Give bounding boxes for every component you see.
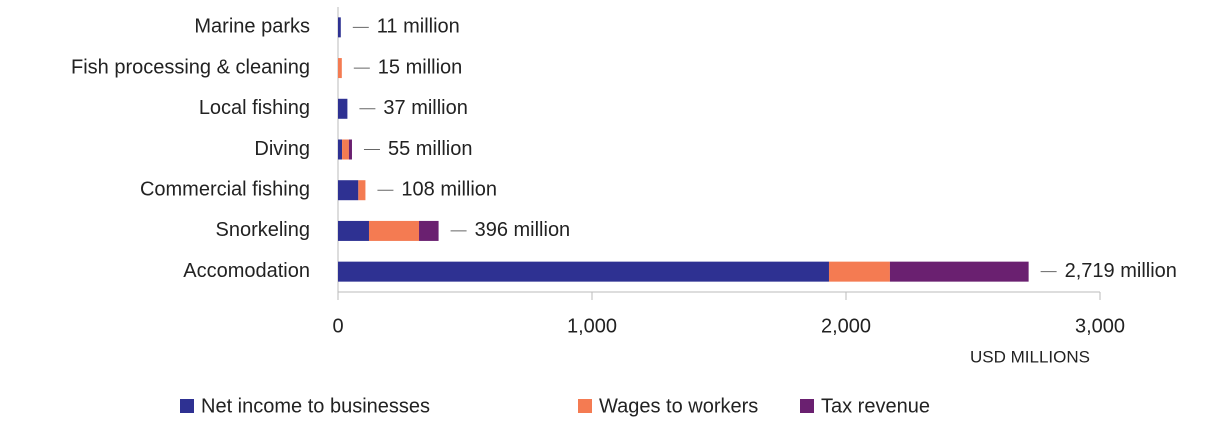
total-label: 15 million <box>378 56 462 78</box>
x-axis-label: USD MILLIONS <box>970 347 1090 366</box>
bar-segment <box>338 139 343 160</box>
total-label: 108 million <box>401 178 497 200</box>
total-label: 11 million <box>377 16 460 38</box>
bar-segment <box>419 220 439 241</box>
bar-segment <box>338 180 359 201</box>
legend-swatch <box>800 399 814 413</box>
y-tick-label: Accomodation <box>183 260 310 282</box>
legend-label: Wages to workers <box>599 395 758 417</box>
x-tick-label: 3,000 <box>1075 315 1125 337</box>
y-tick-label: Commercial fishing <box>140 178 310 200</box>
legend-label: Tax revenue <box>821 395 930 417</box>
x-tick-label: 2,000 <box>821 315 871 337</box>
x-tick-label: 1,000 <box>567 315 617 337</box>
bar-segment <box>889 261 1029 282</box>
total-label: 2,719 million <box>1065 260 1177 282</box>
bar-segment <box>358 180 366 201</box>
bar-segment <box>828 261 890 282</box>
y-tick-label: Local fishing <box>199 97 310 119</box>
bar-segment <box>338 261 829 282</box>
bar-segment <box>338 58 342 79</box>
legend-label: Net income to businesses <box>201 395 430 417</box>
bar-segment <box>338 17 341 38</box>
legend-swatch <box>180 399 194 413</box>
total-label: 396 million <box>475 219 571 241</box>
bar-segment <box>338 98 348 119</box>
total-label: 37 million <box>383 97 467 119</box>
bar-segment <box>348 139 352 160</box>
total-label: 55 million <box>388 138 472 160</box>
bar-segment <box>368 220 420 241</box>
bar-segment <box>338 220 369 241</box>
y-tick-label: Snorkeling <box>215 219 310 241</box>
legend-swatch <box>578 399 592 413</box>
y-tick-label: Fish processing & cleaning <box>71 56 310 78</box>
y-tick-label: Diving <box>254 138 310 160</box>
bar-segment <box>342 139 349 160</box>
y-tick-label: Marine parks <box>194 16 310 38</box>
x-tick-label: 0 <box>332 315 343 337</box>
